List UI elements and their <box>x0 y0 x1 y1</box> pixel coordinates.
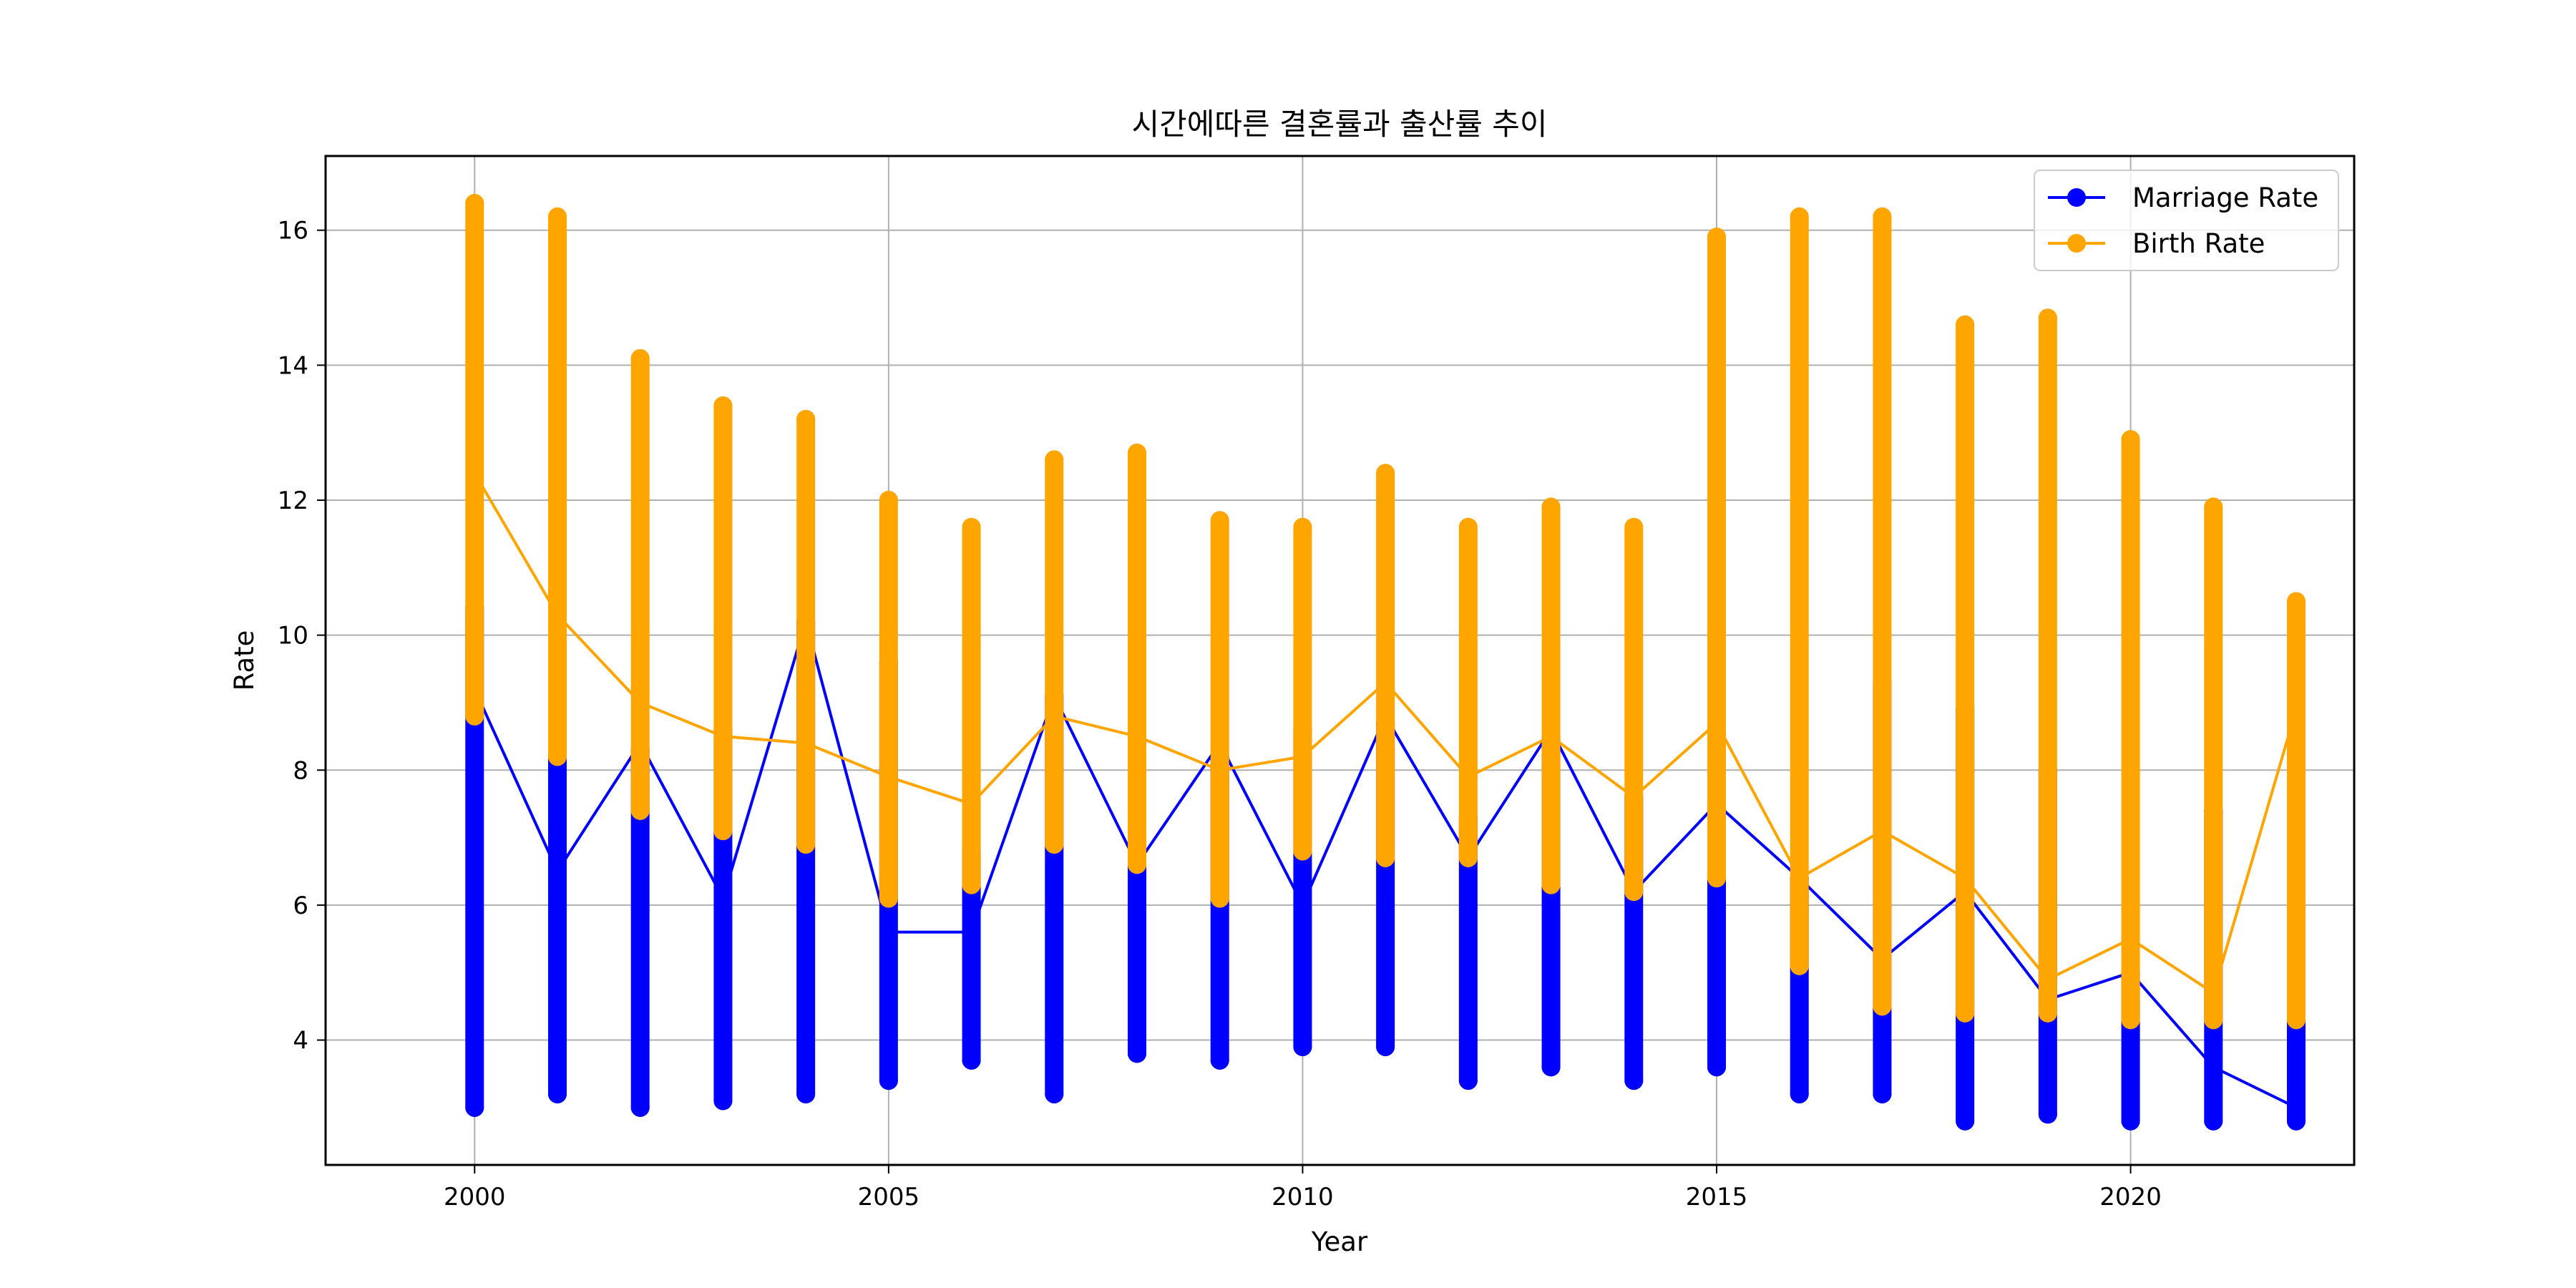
birth-rate-marker <box>1624 882 1643 901</box>
birth-rate-marker <box>2287 592 2306 610</box>
marriage-rate-marker <box>1624 1071 1643 1090</box>
birth-rate-marker <box>2204 1010 2223 1029</box>
marriage-rate-marker <box>1542 1058 1561 1076</box>
birth-rate-marker <box>1956 316 1974 334</box>
x-tick-label: 2015 <box>1686 1183 1748 1211</box>
birth-rate-marker <box>1707 869 1726 887</box>
y-tick-label: 6 <box>293 892 308 920</box>
birth-rate-marker <box>1211 889 1229 907</box>
marriage-rate-marker <box>465 1098 484 1117</box>
x-tick-label: 2005 <box>858 1183 920 1211</box>
birth-rate-marker <box>713 821 732 840</box>
y-axis-label: Rate <box>229 630 260 691</box>
birth-rate-marker <box>1956 1004 1974 1023</box>
birth-rate-marker <box>1459 849 1478 867</box>
birth-rate-marker <box>2039 1004 2057 1023</box>
birth-rate-marker <box>879 491 898 509</box>
marriage-rate-marker <box>879 1071 898 1090</box>
birth-rate-marker <box>1459 518 1478 537</box>
x-tick-label: 2020 <box>2099 1183 2162 1211</box>
marriage-rate-marker <box>1873 1085 1891 1103</box>
birth-rate-marker <box>1542 876 1561 894</box>
marriage-rate-marker <box>1376 1038 1395 1056</box>
legend-marriage-marker <box>2067 188 2086 207</box>
birth-rate-marker <box>465 194 484 213</box>
birth-rate-marker <box>796 835 815 854</box>
marriage-rate-marker <box>548 1085 567 1103</box>
x-tick-label: 2010 <box>1272 1183 1334 1211</box>
birth-rate-marker <box>1211 511 1229 530</box>
birth-rate-marker <box>631 801 650 820</box>
marriage-rate-marker <box>1045 1085 1063 1103</box>
marriage-rate-marker <box>2204 1112 2223 1131</box>
birth-rate-marker <box>1293 518 1312 537</box>
birth-rate-marker <box>1128 444 1146 462</box>
y-tick-label: 12 <box>278 487 308 515</box>
legend: Marriage Rate Birth Rate <box>2034 170 2338 270</box>
birth-rate-marker <box>631 349 650 368</box>
birth-rate-marker <box>2122 430 2140 449</box>
x-axis-label: Year <box>1311 1226 1368 1257</box>
birth-rate-marker <box>879 889 898 907</box>
y-tick-label: 10 <box>278 622 308 650</box>
birth-rate-marker <box>548 208 567 226</box>
chart-title: 시간에따른 결혼률과 출산률 추이 <box>1131 107 1547 142</box>
marriage-rate-marker <box>713 1091 732 1110</box>
birth-rate-marker <box>796 410 815 429</box>
birth-rate-marker <box>548 747 567 766</box>
y-tick-label: 8 <box>293 756 308 785</box>
y-tick-label: 16 <box>278 217 308 245</box>
marriage-rate-marker <box>2287 1112 2306 1131</box>
y-tick-label: 4 <box>293 1027 308 1055</box>
marriage-rate-marker <box>962 1051 981 1070</box>
birth-rate-marker <box>1624 518 1643 537</box>
birth-rate-marker <box>2204 497 2223 516</box>
birth-rate-marker <box>962 518 981 537</box>
birth-rate-marker <box>1045 450 1063 469</box>
marriage-rate-marker <box>1128 1044 1146 1063</box>
marriage-rate-marker <box>1956 1112 1974 1131</box>
birth-rate-marker <box>1293 841 1312 860</box>
birth-rate-marker <box>713 396 732 415</box>
marriage-rate-marker <box>1790 1085 1809 1103</box>
birth-rate-marker <box>1790 957 1809 975</box>
marriage-rate-marker <box>1459 1071 1478 1090</box>
x-tick-label: 2000 <box>444 1183 506 1211</box>
marriage-rate-marker <box>796 1085 815 1103</box>
birth-rate-marker <box>1707 228 1726 246</box>
birth-rate-marker <box>962 876 981 894</box>
birth-rate-marker <box>1790 208 1809 226</box>
marriage-rate-marker <box>2039 1105 2057 1123</box>
marriage-rate-marker <box>631 1098 650 1117</box>
marriage-rate-marker <box>2122 1112 2140 1131</box>
birth-rate-marker <box>1128 855 1146 874</box>
birth-rate-marker <box>1873 208 1891 226</box>
marriage-rate-marker <box>1707 1058 1726 1076</box>
birth-rate-marker <box>2122 1010 2140 1029</box>
legend-marriage-label: Marriage Rate <box>2132 182 2318 213</box>
legend-birth-label: Birth Rate <box>2132 228 2265 259</box>
birth-rate-marker <box>2287 1010 2306 1029</box>
birth-rate-marker <box>1376 849 1395 867</box>
birth-rate-marker <box>1873 997 1891 1015</box>
birth-rate-marker <box>1376 464 1395 482</box>
birth-rate-marker <box>2039 308 2057 327</box>
marriage-rate-marker <box>1293 1038 1312 1056</box>
legend-birth-marker <box>2067 234 2086 253</box>
birth-rate-marker <box>1045 835 1063 854</box>
birth-rate-marker <box>465 707 484 726</box>
y-tick-label: 14 <box>278 351 308 380</box>
birth-rate-marker <box>1542 497 1561 516</box>
marriage-rate-marker <box>1211 1051 1229 1070</box>
